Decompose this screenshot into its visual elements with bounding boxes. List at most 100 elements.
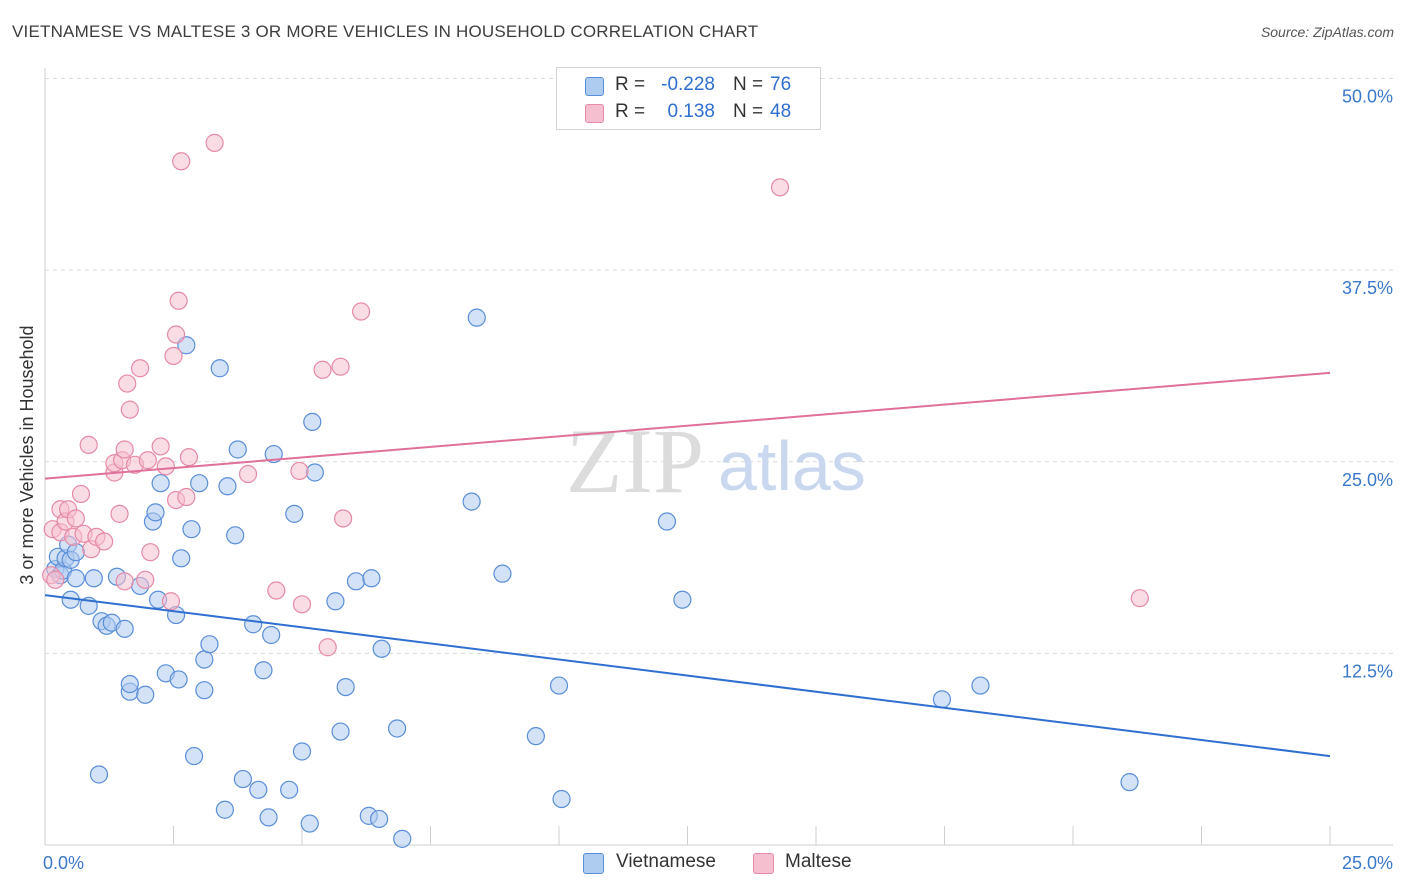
y-tick-label: 37.5% bbox=[1342, 278, 1393, 298]
vietnamese-point bbox=[262, 625, 281, 645]
watermark-atlas: atlas bbox=[718, 427, 866, 505]
maltese-point bbox=[66, 509, 85, 528]
maltese-point bbox=[267, 581, 286, 600]
vietnamese-point bbox=[210, 359, 229, 378]
x-tick-label: 0.0% bbox=[43, 853, 84, 873]
vietnamese-point bbox=[264, 444, 283, 464]
vietnamese-point bbox=[259, 808, 278, 827]
vietnamese-point bbox=[226, 526, 245, 545]
maltese-point bbox=[290, 461, 309, 481]
vietnamese-point bbox=[146, 503, 165, 522]
maltese-point bbox=[318, 638, 337, 657]
vietnamese-point bbox=[526, 727, 545, 746]
legend-label-vietnamese: Vietnamese bbox=[616, 851, 716, 872]
maltese-point bbox=[115, 572, 134, 591]
maltese-point bbox=[161, 592, 181, 611]
maltese-point bbox=[71, 484, 91, 504]
vietnamese-point bbox=[372, 639, 391, 658]
maltese-point bbox=[313, 360, 332, 379]
grid-layer bbox=[45, 78, 1393, 654]
maltese-point bbox=[205, 133, 224, 152]
vietnamese-point bbox=[387, 719, 407, 738]
axis-layer: 12.5% 25.0% 37.5% 50.0% 0.0% 25.0% bbox=[43, 68, 1393, 873]
maltese-point bbox=[79, 435, 98, 454]
vietnamese-point bbox=[346, 572, 366, 591]
maltese-point bbox=[169, 291, 188, 310]
vietnamese-point bbox=[244, 615, 263, 634]
y-axis-label: 3 or more Vehicles in Household bbox=[17, 325, 37, 584]
x-tick-label: 25.0% bbox=[1342, 853, 1393, 873]
maltese-point bbox=[164, 346, 183, 366]
points-layer bbox=[42, 133, 1149, 848]
maltese-point bbox=[46, 570, 65, 589]
vietnamese-point bbox=[218, 477, 237, 496]
vietnamese-point bbox=[233, 769, 252, 789]
legend-r-label: R = bbox=[615, 101, 646, 122]
trend-layer bbox=[44, 371, 1331, 758]
vietnamese-point bbox=[195, 681, 214, 700]
legend-r-value: -0.228 bbox=[661, 74, 715, 95]
vietnamese-point bbox=[115, 619, 134, 638]
legend-n-label: N = bbox=[733, 74, 764, 95]
vietnamese-point bbox=[462, 492, 481, 511]
vietnamese-point bbox=[552, 789, 571, 809]
vietnamese-point bbox=[331, 722, 350, 741]
vietnamese-point bbox=[169, 670, 188, 689]
legend-row-vietnamese: R = -0.228 N = 76 bbox=[557, 74, 820, 100]
maltese-point bbox=[172, 152, 191, 171]
maltese-point bbox=[334, 509, 353, 528]
vietnamese-point bbox=[136, 685, 155, 704]
maltese-point bbox=[136, 570, 155, 589]
maltese-point bbox=[110, 504, 129, 523]
maltese-point bbox=[177, 487, 196, 507]
maltese-point bbox=[331, 357, 350, 376]
maltese-point bbox=[352, 302, 371, 321]
vietnamese-point bbox=[362, 569, 381, 588]
vietnamese-point bbox=[285, 504, 304, 523]
maltese-point bbox=[138, 451, 157, 470]
vietnamese-point bbox=[657, 512, 677, 531]
maltese-point bbox=[238, 464, 258, 484]
legend-row-maltese: R = 0.138 N = 48 bbox=[557, 101, 820, 127]
legend-swatch-blue bbox=[585, 77, 604, 96]
vietnamese-point bbox=[254, 661, 273, 680]
legend-n-value: 76 bbox=[770, 74, 792, 95]
legend-swatch-pink bbox=[753, 853, 774, 874]
vietnamese-point bbox=[292, 742, 312, 761]
vietnamese-point bbox=[300, 814, 319, 833]
vietnamese-point bbox=[336, 678, 355, 697]
maltese-trend-line bbox=[44, 371, 1331, 480]
vietnamese-point bbox=[120, 674, 139, 694]
y-tick-label: 25.0% bbox=[1342, 470, 1393, 490]
maltese-point bbox=[130, 359, 150, 378]
legend-label-maltese: Maltese bbox=[785, 851, 852, 872]
vietnamese-point bbox=[195, 650, 214, 669]
legend-swatch-pink bbox=[585, 104, 604, 123]
vietnamese-point bbox=[200, 635, 219, 654]
maltese-point bbox=[120, 400, 139, 419]
maltese-point bbox=[151, 437, 170, 456]
source-label: Source: ZipAtlas.com bbox=[1260, 24, 1394, 40]
watermark: ZIP atlas bbox=[566, 410, 866, 512]
vietnamese-point bbox=[393, 829, 412, 848]
vietnamese-point bbox=[215, 800, 234, 819]
maltese-point bbox=[115, 440, 134, 459]
maltese-point bbox=[166, 325, 186, 344]
vietnamese-point bbox=[184, 746, 204, 766]
maltese-point bbox=[179, 448, 199, 467]
maltese-point bbox=[292, 595, 312, 614]
legend-n-value: 48 bbox=[770, 101, 792, 122]
vietnamese-point bbox=[493, 564, 512, 583]
legend-n-label: N = bbox=[733, 101, 764, 122]
vietnamese-point bbox=[932, 690, 952, 709]
vietnamese-point bbox=[66, 569, 85, 588]
vietnamese-point bbox=[370, 809, 389, 829]
legend-swatch-blue bbox=[583, 853, 604, 874]
vietnamese-point bbox=[172, 549, 191, 568]
vietnamese-point bbox=[89, 765, 109, 784]
vietnamese-point bbox=[151, 474, 170, 493]
vietnamese-point bbox=[190, 474, 209, 493]
vietnamese-point bbox=[305, 463, 324, 482]
legend-r-value: 0.138 bbox=[667, 101, 715, 122]
